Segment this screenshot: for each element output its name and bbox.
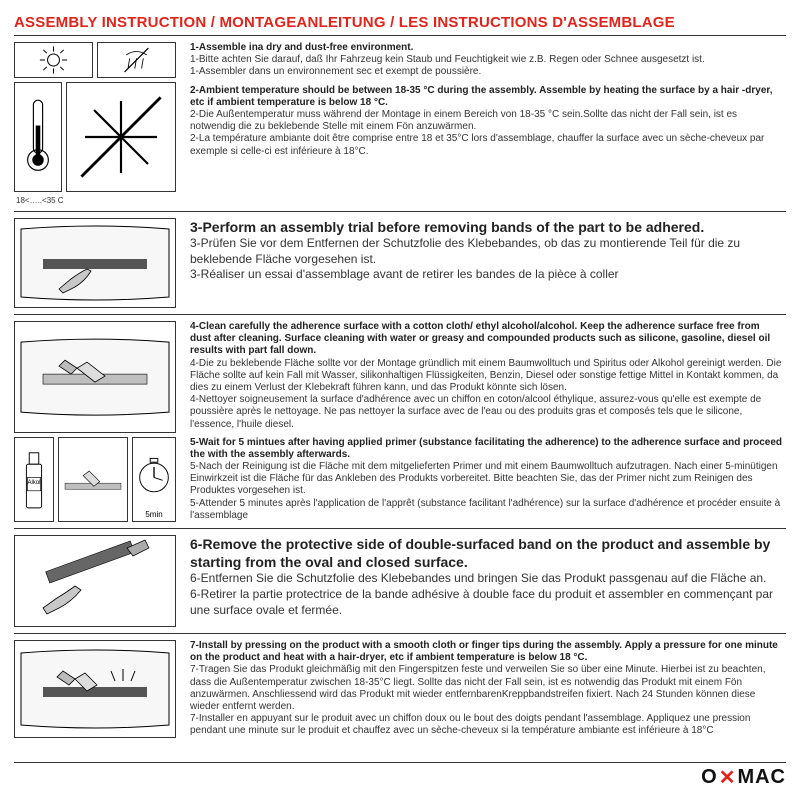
icon-timer: 5min xyxy=(132,437,176,522)
temp-label: 18<…..<35 C xyxy=(16,196,64,205)
icon-no-snow xyxy=(66,82,176,192)
icon-apply-primer xyxy=(58,437,128,522)
step7-de: 7-Tragen Sie das Produkt gleichmäßig mit… xyxy=(190,664,782,713)
step4-en: 4-Clean carefully the adherence surface … xyxy=(190,321,782,358)
text-7: 7-Install by pressing on the product wit… xyxy=(182,634,786,744)
row-4-5: Alkol 5min 4-Clean carefully the adheren… xyxy=(14,315,786,529)
page-title: ASSEMBLY INSTRUCTION / MONTAGEANLEITUNG … xyxy=(14,14,786,31)
icon-sun xyxy=(14,42,93,78)
step5-en: 5-Wait for 5 mintues after having applie… xyxy=(190,437,782,461)
step5-de: 5-Nach der Reinigung ist die Fläche mit … xyxy=(190,461,782,498)
icon-remove-tape xyxy=(14,535,176,627)
icon-trial-fit xyxy=(14,218,176,308)
step1-fr: 1-Assembler dans un environnement sec et… xyxy=(190,66,782,78)
illus-1-2: 18<…..<35 C xyxy=(14,36,182,211)
text-6: 6-Remove the protective side of double-s… xyxy=(182,529,786,633)
step1-en: 1-Assemble ina dry and dust-free environ… xyxy=(190,42,782,54)
step2-fr: 2-La température ambiante doit être comp… xyxy=(190,133,782,157)
row-6: 6-Remove the protective side of double-s… xyxy=(14,529,786,634)
brand-logo: O✕MAC xyxy=(701,765,786,790)
row-3: 3-Perform an assembly trial before remov… xyxy=(14,212,786,315)
illus-3 xyxy=(14,212,182,314)
step4-de: 4-Die zu beklebende Fläche sollte vor de… xyxy=(190,358,782,395)
step4-fr: 4-Nettoyer soigneusement la surface d'ad… xyxy=(190,394,782,431)
step3-de: 3-Prüfen Sie vor dem Entfernen der Schut… xyxy=(190,236,782,267)
row-1-2: 18<…..<35 C 1-Assemble ina dry and dust-… xyxy=(14,36,786,212)
steps-container: 18<…..<35 C 1-Assemble ina dry and dust-… xyxy=(14,36,786,760)
step7-fr: 7-Installer en appuyant sur le produit a… xyxy=(190,713,782,737)
icon-clean xyxy=(14,321,176,433)
illus-4-5: Alkol 5min xyxy=(14,315,182,528)
text-3: 3-Perform an assembly trial before remov… xyxy=(182,212,786,314)
step1-de: 1-Bitte achten Sie darauf, daß Ihr Fahrz… xyxy=(190,54,782,66)
logo-mac: MAC xyxy=(737,766,786,789)
step5-fr: 5-Attender 5 minutes après l'application… xyxy=(190,498,782,522)
step2-de: 2-Die Außentemperatur muss während der M… xyxy=(190,109,782,133)
icon-press xyxy=(14,640,176,738)
timer-label: 5min xyxy=(145,510,162,519)
step3-en: 3-Perform an assembly trial before remov… xyxy=(190,218,782,236)
icon-no-rain xyxy=(97,42,176,78)
step2-en: 2-Ambient temperature should be between … xyxy=(190,85,782,109)
step7-en: 7-Install by pressing on the product wit… xyxy=(190,640,782,664)
logo-glyph-icon: ✕ xyxy=(719,765,737,790)
alcohol-label: Alkol xyxy=(27,480,40,486)
illus-7 xyxy=(14,634,182,744)
step6-en: 6-Remove the protective side of double-s… xyxy=(190,535,782,571)
text-4-5: 4-Clean carefully the adherence surface … xyxy=(182,315,786,528)
illus-6 xyxy=(14,529,182,633)
text-1-2: 1-Assemble ina dry and dust-free environ… xyxy=(182,36,786,211)
icon-alcohol-bottle: Alkol xyxy=(14,437,54,522)
step6-de: 6-Entfernen Sie die Schutzfolie des Kleb… xyxy=(190,571,782,587)
step6-fr: 6-Retirer la partie protectrice de la ba… xyxy=(190,587,782,618)
footer: O✕MAC xyxy=(14,762,786,790)
icon-thermo xyxy=(14,82,62,192)
step3-fr: 3-Réaliser un essai d'assemblage avant d… xyxy=(190,267,782,283)
logo-o: O xyxy=(701,766,718,789)
row-7: 7-Install by pressing on the product wit… xyxy=(14,634,786,744)
